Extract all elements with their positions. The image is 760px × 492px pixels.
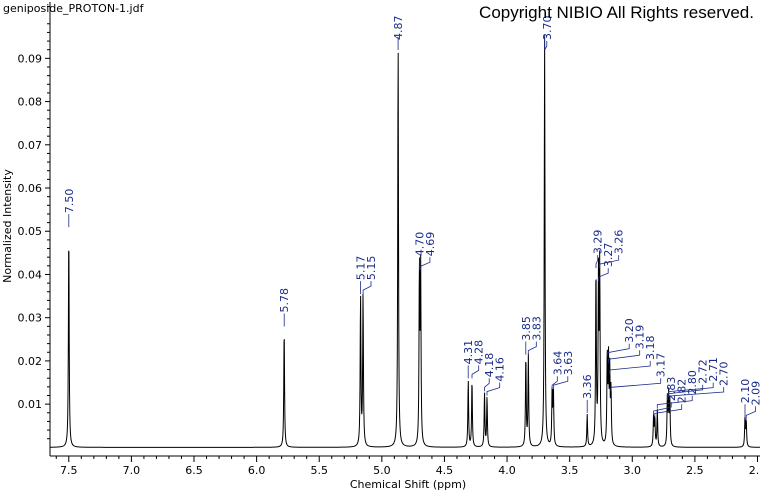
y-tick-label: 0.08 xyxy=(18,96,43,109)
peak-leader-line xyxy=(656,395,693,409)
peak-leader-line xyxy=(486,382,501,396)
peak-label: 2.82 xyxy=(676,379,689,404)
peak-label: 3.27 xyxy=(602,243,615,268)
peak-label: 3.83 xyxy=(530,316,543,341)
peak-label: 4.28 xyxy=(473,340,486,365)
peak-label: 2.72 xyxy=(697,359,710,384)
peak-leader-line xyxy=(420,257,431,271)
x-tick-label: 7.5 xyxy=(60,464,78,477)
peak-leader-line xyxy=(551,376,558,390)
peak-leader-line xyxy=(595,255,599,269)
y-tick-label: 0.03 xyxy=(18,312,43,325)
spectrum-line xyxy=(50,36,760,448)
peak-leader-line xyxy=(609,361,651,374)
peak-leader-line xyxy=(527,341,537,355)
peak-leader-line xyxy=(553,376,569,390)
y-tick-label: 0.09 xyxy=(18,52,43,65)
y-axis-label: Normalized Intensity xyxy=(1,169,14,283)
file-name: geniposide_PROTON-1.jdf xyxy=(3,2,144,15)
peak-label: 3.17 xyxy=(655,353,668,378)
x-tick-label: 2.5 xyxy=(686,464,704,477)
x-tick-label: 6.5 xyxy=(185,464,203,477)
x-tick-label: 3.0 xyxy=(624,464,642,477)
peak-label: 3.63 xyxy=(562,351,575,376)
x-tick-label: 4.0 xyxy=(498,464,516,477)
x-axis-label: Chemical Shift (ppm) xyxy=(350,478,466,491)
y-tick-label: 0.04 xyxy=(18,268,43,281)
peak-leader-line xyxy=(666,384,704,398)
peak-label: 5.15 xyxy=(365,256,378,281)
peak-label: 4.87 xyxy=(392,16,405,41)
x-tick-label: 7.0 xyxy=(123,464,141,477)
peak-leader-line xyxy=(653,402,672,416)
peak-leader-line xyxy=(598,268,609,282)
peak-leader-line xyxy=(606,343,630,357)
peak-label: 2.80 xyxy=(686,370,699,395)
peak-leader-line xyxy=(654,404,683,418)
tick-labels: 0.01 0.02 0.03 0.04 0.05 0.06 0.07 0.08 0.09 7.5 7… xyxy=(18,52,760,477)
peak-leader-line xyxy=(745,406,756,420)
peak-label: 3.26 xyxy=(613,230,626,255)
peak-leader-line xyxy=(608,350,641,364)
peak-label: 5.17 xyxy=(355,256,368,281)
peak-label: 3.64 xyxy=(551,351,564,376)
peak-label: 2.70 xyxy=(718,362,731,387)
y-tick-label: 0.02 xyxy=(18,355,43,368)
x-tick-label: 5.5 xyxy=(310,464,328,477)
y-tick-label: 0.06 xyxy=(18,182,43,195)
y-tick-label: 0.05 xyxy=(18,225,43,238)
peak-label: 4.31 xyxy=(462,340,475,365)
peak-label: 4.70 xyxy=(413,232,426,257)
x-tick-label: 5.0 xyxy=(373,464,391,477)
peak-label: 3.20 xyxy=(623,318,636,343)
peak-leader-line xyxy=(669,387,725,400)
peak-label: 7.50 xyxy=(63,189,76,214)
peak-leader-line xyxy=(471,365,480,379)
peak-label: 3.18 xyxy=(644,336,657,361)
peak-label: 4.18 xyxy=(483,353,496,378)
peak-leader-line xyxy=(362,281,372,295)
x-tick-label: 6.0 xyxy=(248,464,266,477)
peak-label: 3.36 xyxy=(581,374,594,399)
peak-label: 2.71 xyxy=(707,357,720,382)
x-tick-label: 4.5 xyxy=(436,464,454,477)
peak-label: 4.16 xyxy=(494,357,507,382)
peak-leader-line xyxy=(610,378,662,392)
peak-label: 3.19 xyxy=(634,325,647,350)
peak-label: 5.78 xyxy=(278,288,291,313)
peak-label: 3.70 xyxy=(541,16,554,41)
peak-leader-line xyxy=(544,34,548,51)
peak-label: 3.29 xyxy=(592,230,605,255)
peak-labels: 7.50 5.78 5.175.15 4.87 4.704.69 4.314.284.18… xyxy=(63,16,760,420)
y-tick-label: 0.01 xyxy=(18,398,43,411)
spectrum-trace xyxy=(50,36,760,448)
x-tick-label: 3.5 xyxy=(561,464,579,477)
y-tick-label: 0.07 xyxy=(18,139,43,152)
peak-leader-line xyxy=(484,378,490,392)
peak-label: 4.69 xyxy=(424,232,437,257)
peak-leader-line xyxy=(668,382,714,396)
peak-leader-line xyxy=(599,255,620,269)
copyright-notice: Copyright NIBIO All Rights reserved. xyxy=(479,3,754,22)
peak-label: 3.85 xyxy=(520,316,533,341)
axes xyxy=(45,2,760,462)
peak-label: 2.10 xyxy=(739,379,752,404)
x-tick-label: 2.0 xyxy=(749,464,760,477)
peak-label: 2.09 xyxy=(750,381,760,406)
